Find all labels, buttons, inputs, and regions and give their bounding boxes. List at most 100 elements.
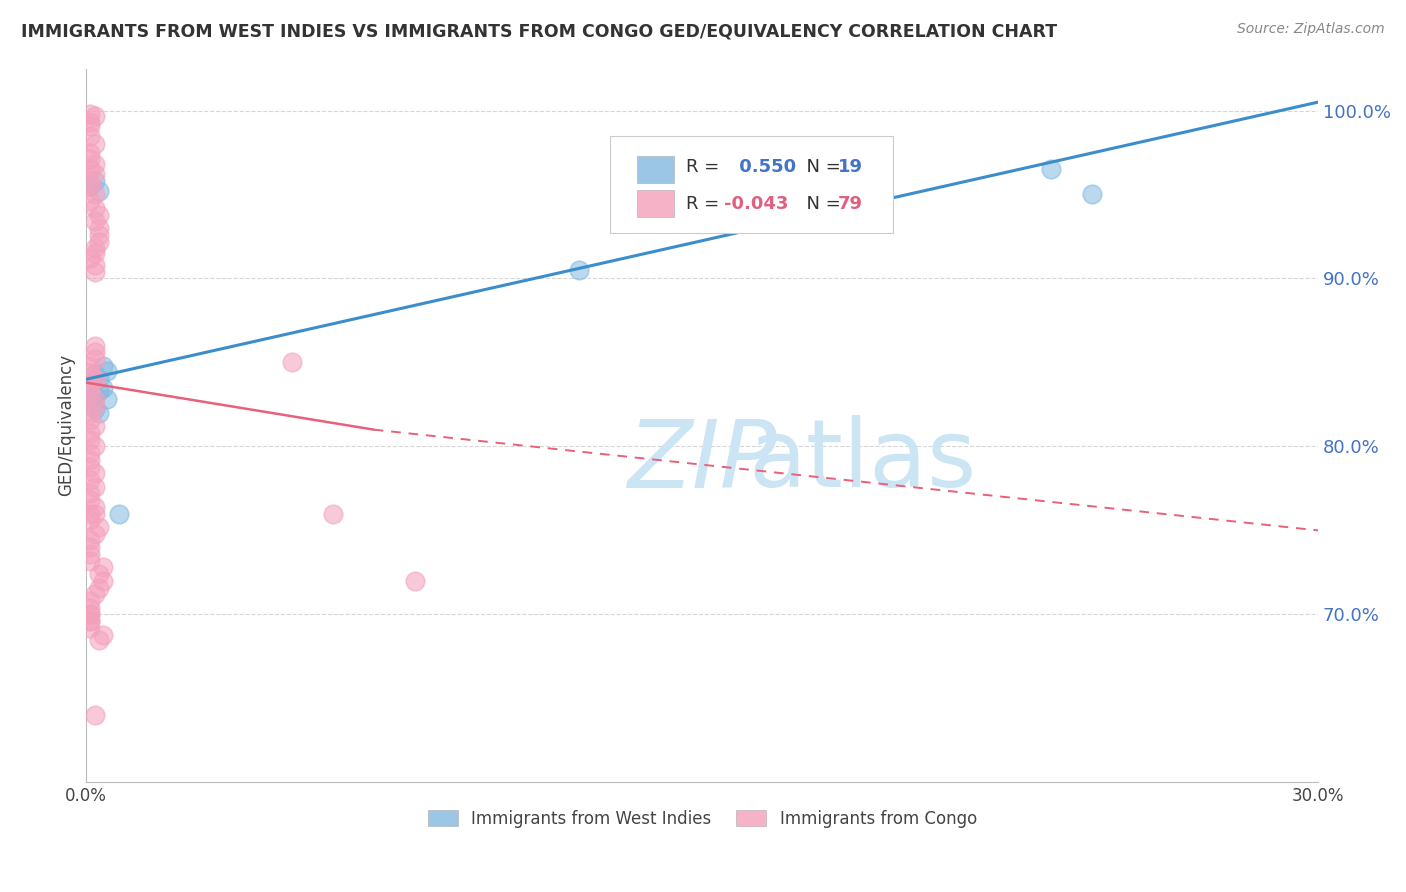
FancyBboxPatch shape — [610, 136, 893, 233]
Point — [83, 201, 105, 215]
Point — [79, 376, 101, 390]
Point — [87, 235, 110, 249]
Point — [83, 392, 105, 407]
Point — [79, 507, 101, 521]
Point — [108, 507, 131, 521]
Point — [83, 339, 105, 353]
Point — [79, 366, 101, 380]
Text: Source: ZipAtlas.com: Source: ZipAtlas.com — [1237, 22, 1385, 37]
Point — [79, 554, 101, 568]
Point — [79, 162, 101, 177]
Point — [1081, 187, 1104, 202]
Point — [87, 227, 110, 242]
Point — [83, 587, 105, 601]
Point — [79, 179, 101, 194]
Point — [87, 406, 110, 420]
Point — [79, 359, 101, 373]
Point — [79, 379, 101, 393]
Point — [83, 480, 105, 494]
Point — [83, 500, 105, 514]
Text: atlas: atlas — [748, 415, 977, 508]
Point — [79, 174, 101, 188]
Point — [79, 128, 101, 143]
Point — [91, 381, 114, 395]
Point — [79, 107, 101, 121]
Point — [79, 533, 101, 548]
Text: N =: N = — [794, 158, 846, 176]
Point — [79, 493, 101, 508]
Text: R =: R = — [686, 158, 725, 176]
Point — [79, 473, 101, 487]
Point — [79, 614, 101, 628]
Point — [83, 352, 105, 367]
Point — [91, 627, 114, 641]
Point — [79, 252, 101, 266]
Point — [91, 560, 114, 574]
Point — [83, 258, 105, 272]
Point — [79, 152, 101, 166]
Point — [568, 263, 591, 277]
Point — [83, 174, 105, 188]
Point — [79, 433, 101, 447]
Text: 79: 79 — [838, 195, 863, 213]
Point — [79, 412, 101, 426]
Text: R =: R = — [686, 195, 725, 213]
Point — [322, 507, 344, 521]
Point — [79, 459, 101, 474]
Point — [1040, 162, 1063, 177]
Point — [96, 364, 118, 378]
Bar — [637, 190, 673, 217]
Text: 19: 19 — [838, 158, 863, 176]
Point — [83, 246, 105, 260]
Point — [87, 221, 110, 235]
Point — [83, 389, 105, 403]
Point — [87, 372, 110, 386]
Point — [87, 384, 110, 398]
Point — [83, 109, 105, 123]
Bar — [637, 155, 673, 183]
Point — [83, 467, 105, 481]
Point — [79, 115, 101, 129]
Point — [79, 194, 101, 209]
Point — [79, 486, 101, 500]
Point — [83, 265, 105, 279]
Point — [79, 179, 101, 194]
Point — [87, 567, 110, 582]
Point — [91, 359, 114, 373]
Point — [79, 397, 101, 411]
Point — [96, 392, 118, 407]
Point — [83, 526, 105, 541]
Point — [83, 137, 105, 152]
Y-axis label: GED/Equivalency: GED/Equivalency — [58, 354, 75, 497]
Point — [79, 547, 101, 561]
Point — [83, 419, 105, 434]
Point — [83, 368, 105, 382]
Text: N =: N = — [794, 195, 846, 213]
Point — [79, 600, 101, 615]
Point — [83, 167, 105, 181]
Point — [404, 574, 426, 588]
Point — [83, 708, 105, 723]
Point — [83, 507, 105, 521]
Point — [83, 345, 105, 359]
Text: ZIP: ZIP — [627, 416, 778, 507]
Point — [83, 187, 105, 202]
Point — [79, 145, 101, 160]
Point — [79, 425, 101, 440]
Point — [83, 372, 105, 386]
Point — [79, 540, 101, 554]
Point — [79, 594, 101, 608]
Point — [79, 607, 101, 622]
Point — [87, 184, 110, 198]
Point — [87, 581, 110, 595]
Point — [83, 399, 105, 413]
Point — [83, 157, 105, 171]
Point — [79, 621, 101, 635]
Point — [79, 406, 101, 420]
Point — [79, 607, 101, 622]
Point — [91, 574, 114, 588]
Text: IMMIGRANTS FROM WEST INDIES VS IMMIGRANTS FROM CONGO GED/EQUIVALENCY CORRELATION: IMMIGRANTS FROM WEST INDIES VS IMMIGRANT… — [21, 22, 1057, 40]
Point — [87, 208, 110, 222]
Point — [79, 385, 101, 400]
Text: -0.043: -0.043 — [724, 195, 789, 213]
